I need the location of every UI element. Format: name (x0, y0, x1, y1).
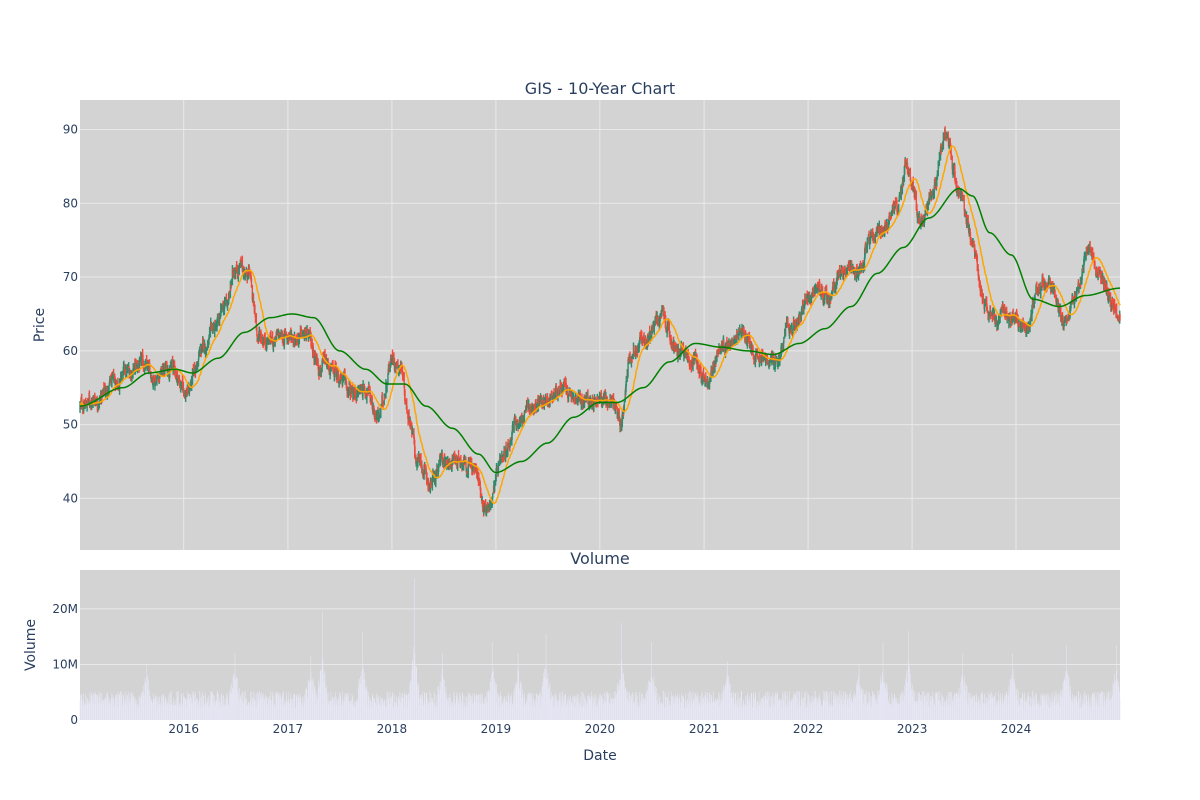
price-candles (79, 126, 1121, 517)
volume-gridlines (80, 608, 1120, 665)
volume-chart-title: Volume (570, 549, 630, 568)
price-gridlines (80, 100, 1120, 550)
volume-bars (79, 578, 1121, 720)
price-chart-title: GIS - 10-Year Chart (525, 79, 675, 98)
